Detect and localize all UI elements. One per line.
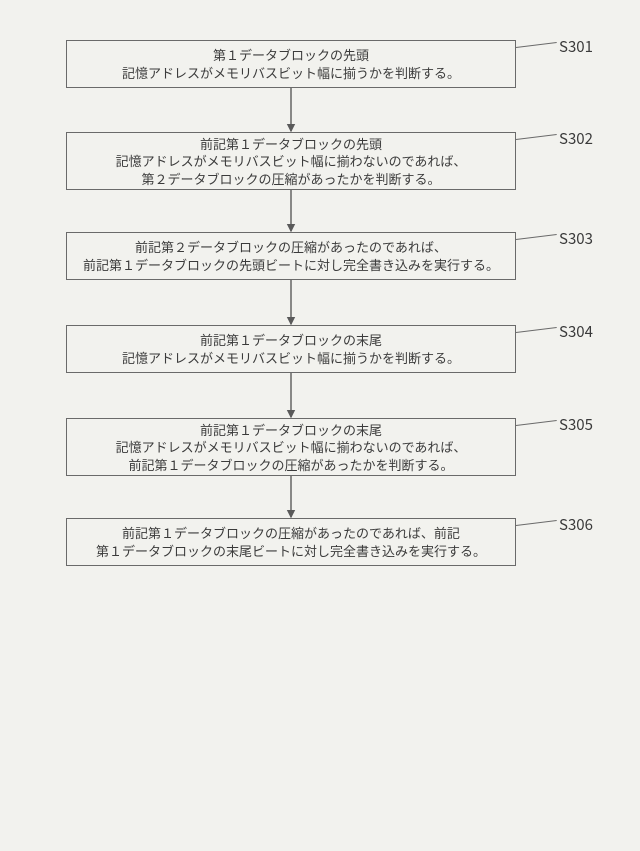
flowchart-canvas: 第１データブロックの先頭記憶アドレスがメモリバスビット幅に揃うかを判断する。 S3… <box>0 0 640 851</box>
flow-node-s306: 前記第１データブロックの圧縮があったのであれば、前記第１データブロックの末尾ビー… <box>66 518 516 566</box>
flow-node-s301: 第１データブロックの先頭記憶アドレスがメモリバスビット幅に揃うかを判断する。 <box>66 40 516 88</box>
step-label-s305: S305 <box>559 414 593 435</box>
flow-node-text: 第１データブロックの末尾ビートに対し完全書き込みを実行する。 <box>96 542 486 560</box>
flow-node-text: 前記第１データブロックの先頭 <box>116 135 467 153</box>
leader-line <box>516 520 557 526</box>
flow-node-text: 前記第１データブロックの圧縮があったかを判断する。 <box>116 456 467 474</box>
flow-node-text: 前記第１データブロックの先頭ビートに対し完全書き込みを実行する。 <box>83 256 499 274</box>
flow-node-text: 第２データブロックの圧縮があったかを判断する。 <box>116 170 467 188</box>
flow-node-text: 前記第１データブロックの末尾 <box>122 331 460 349</box>
flow-node-s305: 前記第１データブロックの末尾記憶アドレスがメモリバスビット幅に揃わないのであれば… <box>66 418 516 476</box>
leader-line <box>516 234 557 240</box>
flow-node-text: 第１データブロックの先頭 <box>122 46 460 64</box>
leader-line <box>516 420 557 426</box>
leader-line <box>516 327 557 333</box>
flow-node-s304: 前記第１データブロックの末尾記憶アドレスがメモリバスビット幅に揃うかを判断する。 <box>66 325 516 373</box>
flow-node-text: 記憶アドレスがメモリバスビット幅に揃わないのであれば、 <box>116 152 467 170</box>
flow-node-text: 記憶アドレスがメモリバスビット幅に揃うかを判断する。 <box>122 64 460 82</box>
flow-node-s303: 前記第２データブロックの圧縮があったのであれば、前記第１データブロックの先頭ビー… <box>66 232 516 280</box>
flow-node-text: 記憶アドレスがメモリバスビット幅に揃わないのであれば、 <box>116 438 467 456</box>
leader-line <box>516 134 557 140</box>
step-label-s302: S302 <box>559 128 593 149</box>
flow-node-s302: 前記第１データブロックの先頭記憶アドレスがメモリバスビット幅に揃わないのであれば… <box>66 132 516 190</box>
flow-node-text: 前記第１データブロックの末尾 <box>116 421 467 439</box>
step-label-s304: S304 <box>559 321 593 342</box>
step-label-s306: S306 <box>559 514 593 535</box>
flow-node-text: 前記第１データブロックの圧縮があったのであれば、前記 <box>96 524 486 542</box>
step-label-s303: S303 <box>559 228 593 249</box>
step-label-s301: S301 <box>559 36 593 57</box>
flow-node-text: 記憶アドレスがメモリバスビット幅に揃うかを判断する。 <box>122 349 460 367</box>
flow-node-text: 前記第２データブロックの圧縮があったのであれば、 <box>83 238 499 256</box>
leader-line <box>516 42 557 48</box>
